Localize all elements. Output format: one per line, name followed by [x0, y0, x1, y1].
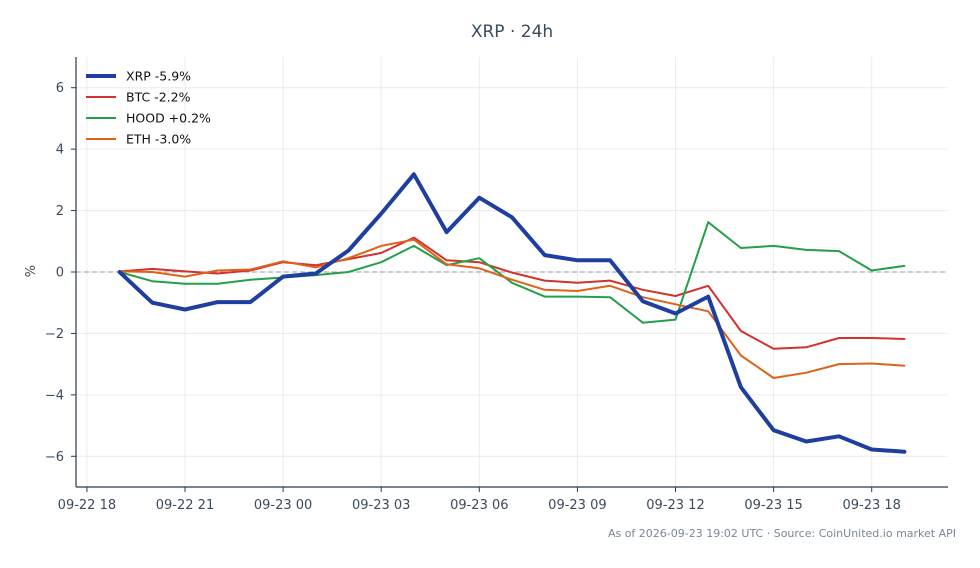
legend-label: BTC -2.2% — [126, 90, 191, 105]
x-tick-label: 09-23 15 — [744, 498, 802, 513]
y-tick-label: 6 — [56, 81, 64, 96]
y-tick-label: −4 — [45, 388, 64, 403]
series-line-hood — [118, 221, 906, 324]
series-line-btc — [118, 236, 906, 350]
x-tick-label: 09-23 00 — [254, 498, 312, 513]
y-tick-label: 0 — [56, 266, 64, 281]
x-tick-label: 09-23 03 — [352, 498, 410, 513]
y-tick-label: −6 — [45, 450, 64, 465]
y-tick-label: −2 — [45, 327, 64, 342]
y-tick-label: 2 — [56, 204, 64, 219]
y-tick-label: 4 — [56, 143, 64, 158]
legend-label: HOOD +0.2% — [126, 111, 211, 126]
x-tick-label: 09-23 12 — [646, 498, 704, 513]
y-axis-label: % — [24, 265, 39, 277]
legend-label: XRP -5.9% — [126, 69, 191, 84]
legend-label: ETH -3.0% — [126, 132, 191, 147]
x-tick-label: 09-23 06 — [450, 498, 508, 513]
footer-source: As of 2026-09-23 19:02 UTC · Source: Coi… — [608, 527, 956, 540]
legend: XRP -5.9% BTC -2.2% HOOD +0.2% ETH -3.0% — [86, 69, 211, 147]
x-tick-label: 09-22 21 — [156, 498, 214, 513]
series-line-eth — [118, 238, 906, 379]
x-tick-label: 09-22 18 — [58, 498, 116, 513]
series-layer — [117, 172, 907, 454]
series-line-xrp — [117, 172, 907, 454]
chart-title: XRP · 24h — [471, 22, 553, 42]
x-tick-label: 09-23 09 — [548, 498, 606, 513]
x-tick-label: 09-23 18 — [842, 498, 900, 513]
axes-layer: 09-22 18 09-22 21 09-23 00 09-23 03 09-23 06… — [45, 57, 948, 513]
